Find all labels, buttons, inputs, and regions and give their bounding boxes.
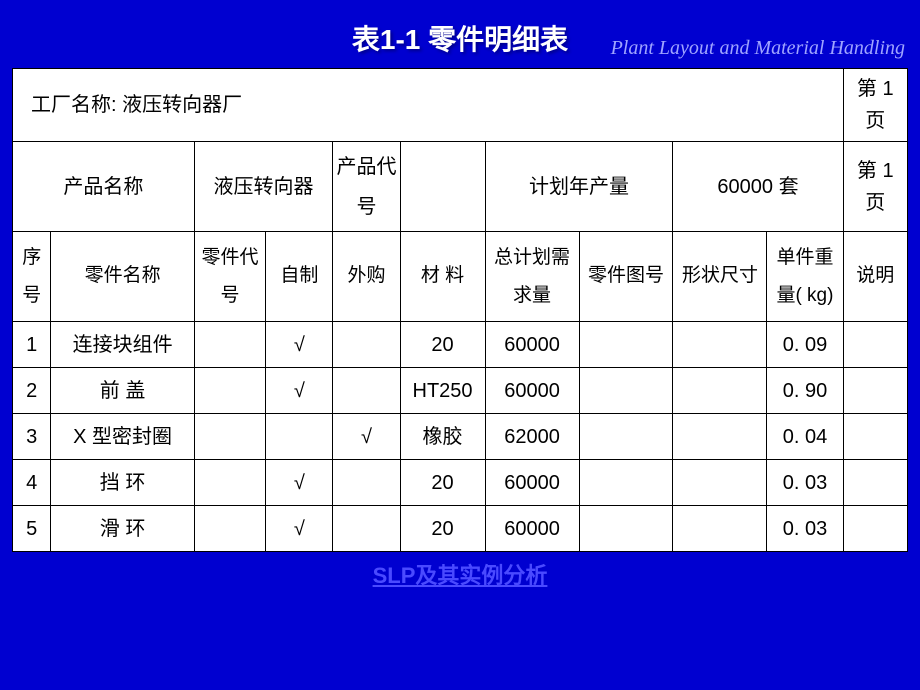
page-number-cell-2: 第 1 页 — [843, 142, 908, 232]
cell-unit_weight: 0. 90 — [767, 368, 843, 414]
cell-part_name: 挡 环 — [51, 460, 194, 506]
cell-drawing_no — [579, 322, 673, 368]
cell-shape_size — [673, 506, 767, 552]
col-part-code: 零件代号 — [194, 232, 266, 322]
cell-seq: 2 — [13, 368, 51, 414]
cell-total_demand: 60000 — [485, 322, 579, 368]
cell-shape_size — [673, 368, 767, 414]
col-self-made: 自制 — [266, 232, 333, 322]
cell-unit_weight: 0. 03 — [767, 506, 843, 552]
cell-purchased — [333, 460, 400, 506]
table-row: 2前 盖 √ HT25060000 0. 90 — [13, 368, 908, 414]
cell-part_code — [194, 460, 266, 506]
cell-material: 橡胶 — [400, 414, 485, 460]
col-purchased: 外购 — [333, 232, 400, 322]
product-row: 产品名称 液压转向器 产品代号 计划年产量 60000 套 第 1 页 — [13, 142, 908, 232]
cell-part_name: X 型密封圈 — [51, 414, 194, 460]
factory-row: 工厂名称: 液压转向器厂 第 1 页 — [13, 69, 908, 142]
cell-remark — [843, 460, 908, 506]
annual-plan-label: 计划年产量 — [485, 142, 673, 232]
cell-total_demand: 60000 — [485, 506, 579, 552]
cell-self_made — [266, 414, 333, 460]
cell-remark — [843, 506, 908, 552]
cell-seq: 1 — [13, 322, 51, 368]
cell-unit_weight: 0. 04 — [767, 414, 843, 460]
page-title: 表1-1 零件明细表 — [352, 18, 568, 58]
cell-unit_weight: 0. 03 — [767, 460, 843, 506]
cell-total_demand: 62000 — [485, 414, 579, 460]
column-header-row: 序号 零件名称 零件代号 自制 外购 材 料 总计划需求量 零件图号 形状尺寸 … — [13, 232, 908, 322]
cell-seq: 3 — [13, 414, 51, 460]
cell-material: 20 — [400, 460, 485, 506]
cell-drawing_no — [579, 506, 673, 552]
table-container: 工厂名称: 液压转向器厂 第 1 页 产品名称 液压转向器 产品代号 计划年产量… — [12, 68, 908, 552]
product-name-label: 产品名称 — [13, 142, 195, 232]
col-part-name: 零件名称 — [51, 232, 194, 322]
cell-unit_weight: 0. 09 — [767, 322, 843, 368]
product-code-label: 产品代号 — [333, 142, 400, 232]
cell-shape_size — [673, 322, 767, 368]
cell-total_demand: 60000 — [485, 368, 579, 414]
cell-part_name: 滑 环 — [51, 506, 194, 552]
cell-purchased — [333, 322, 400, 368]
product-code-value — [400, 142, 485, 232]
cell-purchased — [333, 506, 400, 552]
cell-total_demand: 60000 — [485, 460, 579, 506]
cell-self_made: √ — [266, 322, 333, 368]
parts-table: 工厂名称: 液压转向器厂 第 1 页 产品名称 液压转向器 产品代号 计划年产量… — [12, 68, 908, 552]
cell-seq: 4 — [13, 460, 51, 506]
cell-purchased — [333, 368, 400, 414]
cell-remark — [843, 368, 908, 414]
cell-part_code — [194, 322, 266, 368]
cell-material: HT250 — [400, 368, 485, 414]
page-subtitle: Plant Layout and Material Handling — [611, 37, 905, 60]
product-name-value: 液压转向器 — [194, 142, 333, 232]
cell-part_code — [194, 506, 266, 552]
col-seq: 序号 — [13, 232, 51, 322]
cell-remark — [843, 322, 908, 368]
cell-remark — [843, 414, 908, 460]
col-unit-weight: 单件重量( kg) — [767, 232, 843, 322]
cell-part_name: 前 盖 — [51, 368, 194, 414]
cell-drawing_no — [579, 414, 673, 460]
cell-part_name: 连接块组件 — [51, 322, 194, 368]
cell-material: 20 — [400, 322, 485, 368]
table-row: 1连接块组件 √ 2060000 0. 09 — [13, 322, 908, 368]
cell-self_made: √ — [266, 460, 333, 506]
cell-drawing_no — [579, 368, 673, 414]
cell-self_made: √ — [266, 368, 333, 414]
cell-part_code — [194, 414, 266, 460]
cell-shape_size — [673, 460, 767, 506]
col-remark: 说明 — [843, 232, 908, 322]
col-shape-size: 形状尺寸 — [673, 232, 767, 322]
table-row: 4挡 环 √ 2060000 0. 03 — [13, 460, 908, 506]
cell-material: 20 — [400, 506, 485, 552]
cell-self_made: √ — [266, 506, 333, 552]
cell-purchased: √ — [333, 414, 400, 460]
table-row: 5滑 环 √ 2060000 0. 03 — [13, 506, 908, 552]
title-area: 表1-1 零件明细表 Plant Layout and Material Han… — [0, 0, 920, 68]
cell-drawing_no — [579, 460, 673, 506]
cell-shape_size — [673, 414, 767, 460]
factory-name-cell: 工厂名称: 液压转向器厂 — [13, 69, 844, 142]
col-drawing-no: 零件图号 — [579, 232, 673, 322]
annual-plan-value: 60000 套 — [673, 142, 843, 232]
cell-part_code — [194, 368, 266, 414]
page-number-cell: 第 1 页 — [843, 69, 908, 142]
col-total-demand: 总计划需求量 — [485, 232, 579, 322]
footer-link: SLP及其实例分析 — [0, 552, 920, 590]
col-material: 材 料 — [400, 232, 485, 322]
cell-seq: 5 — [13, 506, 51, 552]
table-row: 3X 型密封圈 √橡胶62000 0. 04 — [13, 414, 908, 460]
